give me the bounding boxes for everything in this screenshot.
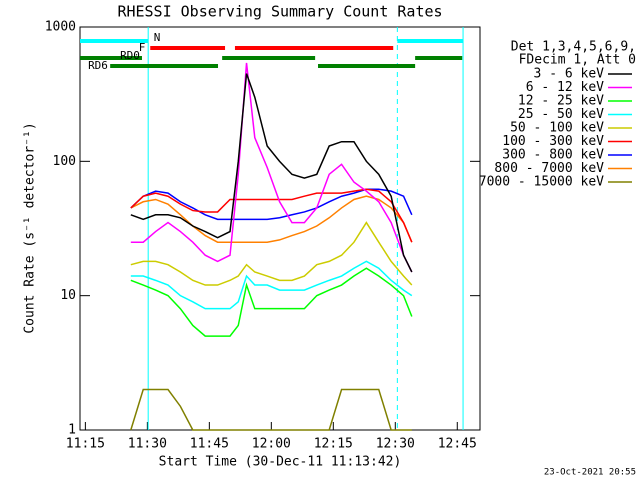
legend-label: 3 - 6 keV — [534, 67, 605, 82]
legend-header: FDecim 1, Att 0 — [519, 53, 636, 68]
series-line — [130, 221, 413, 286]
flag-label: RD6 — [88, 59, 108, 72]
y-tick-label: 10 — [60, 288, 76, 303]
x-tick-label: 12:15 — [314, 437, 353, 452]
chart-title: RHESSI Observing Summary Count Rates — [117, 3, 442, 21]
y-tick-label: 100 — [53, 154, 76, 169]
flag-label: RD0 — [120, 49, 140, 62]
legend-label: 25 - 50 keV — [518, 107, 604, 122]
series-line — [130, 260, 413, 310]
flag-label: N — [154, 31, 161, 44]
legend-label: 100 - 300 keV — [502, 134, 604, 149]
legend-label: 800 - 7000 keV — [494, 161, 604, 176]
series-line — [130, 267, 413, 337]
plot-frame — [79, 26, 481, 431]
series-line — [130, 73, 413, 273]
x-tick-label: 12:30 — [376, 437, 415, 452]
x-axis-label: Start Time (30-Dec-11 11:13:42) — [159, 455, 402, 470]
x-tick-label: 11:45 — [190, 437, 229, 452]
legend-label: 300 - 800 keV — [502, 148, 604, 163]
series-line — [130, 388, 412, 431]
y-tick-label: 1 — [68, 423, 76, 438]
footer: 23-Oct-2021 20:55 — [544, 468, 636, 478]
series-line — [130, 62, 413, 273]
y-tick-label: 1000 — [45, 20, 76, 35]
legend-label: 50 - 100 keV — [510, 121, 604, 136]
legend-label: 12 - 25 keV — [518, 94, 604, 109]
legend-header: Det 1,3,4,5,6,9, — [511, 40, 636, 55]
legend-label: 7000 - 15000 keV — [479, 175, 604, 190]
legend-label: 6 - 12 keV — [526, 80, 604, 95]
x-tick-label: 12:00 — [252, 437, 291, 452]
series-line — [130, 195, 413, 243]
x-tick-label: 11:15 — [66, 437, 105, 452]
series-line — [130, 188, 413, 243]
x-tick-label: 11:30 — [128, 437, 167, 452]
x-tick-label: 12:45 — [438, 437, 477, 452]
y-axis-label: Count Rate (s⁻¹ detector⁻¹) — [23, 122, 38, 333]
flag-label: F — [139, 41, 146, 54]
